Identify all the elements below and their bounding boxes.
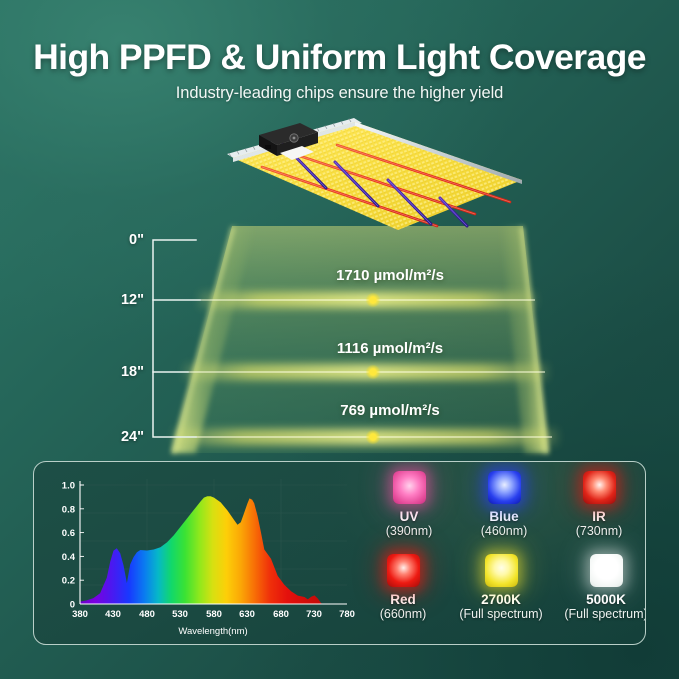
ir-sublabel: (730nm) (575, 524, 623, 538)
x-tick-580: 580 (206, 609, 222, 620)
led-legend-item-red: Red (660nm) (361, 554, 445, 622)
uv-sublabel: (390nm) (385, 524, 433, 538)
x-tick-480: 480 (139, 609, 155, 620)
chart-axes (79, 481, 347, 605)
led-driver-box (259, 123, 318, 156)
ir-led-swatch (582, 471, 616, 504)
depth-label-24: 24" (120, 429, 144, 445)
x-tick-430: 430 (105, 609, 121, 620)
red-led-swatch (386, 554, 420, 587)
page-subtitle: Industry-leading chips ensure the higher… (175, 84, 504, 102)
warm-white-led-swatch (484, 554, 518, 587)
x-tick-730: 730 (306, 609, 322, 620)
warm-white-sublabel: (Full spectrum) (459, 607, 543, 621)
x-tick-780: 780 (339, 609, 355, 620)
y-tick-0.8: 0.8 (62, 504, 75, 515)
ir-label: IR (592, 509, 606, 524)
depth-bracket (152, 239, 201, 438)
red-label: Red (390, 592, 416, 607)
uv-label: UV (399, 509, 419, 524)
led-legend-item-uv: UV (390nm) (367, 471, 451, 539)
blue-sublabel: (460nm) (480, 524, 528, 538)
led-legend-item-5000k: 5000K (Full spectrum) (564, 554, 646, 622)
y-tick-0.6: 0.6 (62, 528, 75, 539)
led-legend-item-2700k: 2700K (Full spectrum) (459, 554, 543, 622)
ppfd-reading-12in: 1710 µmol/m²/s (336, 267, 444, 284)
y-tick-0.4: 0.4 (62, 552, 76, 563)
warm-white-label: 2700K (481, 592, 521, 607)
beam-plane-18in (184, 364, 548, 380)
y-tick-0.2: 0.2 (62, 576, 75, 587)
x-tick-630: 630 (239, 609, 255, 620)
red-sublabel: (660nm) (379, 607, 427, 621)
blue-label: Blue (489, 509, 519, 524)
y-tick-1.0: 1.0 (62, 481, 75, 492)
spectrum-area (80, 496, 324, 604)
depth-label-0: 0" (129, 232, 144, 248)
led-legend-item-ir: IR (730nm) (557, 471, 641, 539)
beam-plane-24in (173, 429, 558, 445)
x-tick-380: 380 (72, 609, 88, 620)
depth-label-12: 12" (120, 292, 144, 308)
cool-white-sublabel: (Full spectrum) (564, 607, 646, 621)
chart-x-axis-title: Wavelength(nm) (178, 626, 247, 637)
x-tick-680: 680 (273, 609, 289, 620)
ppfd-reading-24in: 769 µmol/m²/s (340, 402, 440, 419)
chart-y-ticks: 1.0 0.8 0.6 0.4 0.2 0 (62, 481, 76, 611)
beam-volume (171, 226, 549, 454)
spectrum-card: 1.0 0.8 0.6 0.4 0.2 0 380 430 480 530 58… (33, 461, 646, 645)
y-tick-0: 0 (70, 600, 75, 611)
x-tick-530: 530 (172, 609, 188, 620)
led-grow-light-panel (227, 118, 522, 230)
cool-white-label: 5000K (586, 592, 626, 607)
chart-x-ticks: 380 430 480 530 580 630 680 730 780 (72, 609, 355, 620)
led-legend-item-blue: Blue (460nm) (462, 471, 546, 539)
spectrum-chart: 1.0 0.8 0.6 0.4 0.2 0 380 430 480 530 58… (62, 479, 355, 637)
uv-led-swatch (392, 471, 426, 504)
depth-label-18: 18" (120, 364, 144, 380)
blue-led-swatch (487, 471, 521, 504)
cool-white-led-swatch (589, 554, 623, 587)
ppfd-reading-18in: 1116 µmol/m²/s (336, 340, 444, 357)
panel-label (280, 146, 314, 160)
beam-plane-12in (199, 292, 536, 308)
page-title: High PPFD & Uniform Light Coverage (33, 37, 646, 77)
